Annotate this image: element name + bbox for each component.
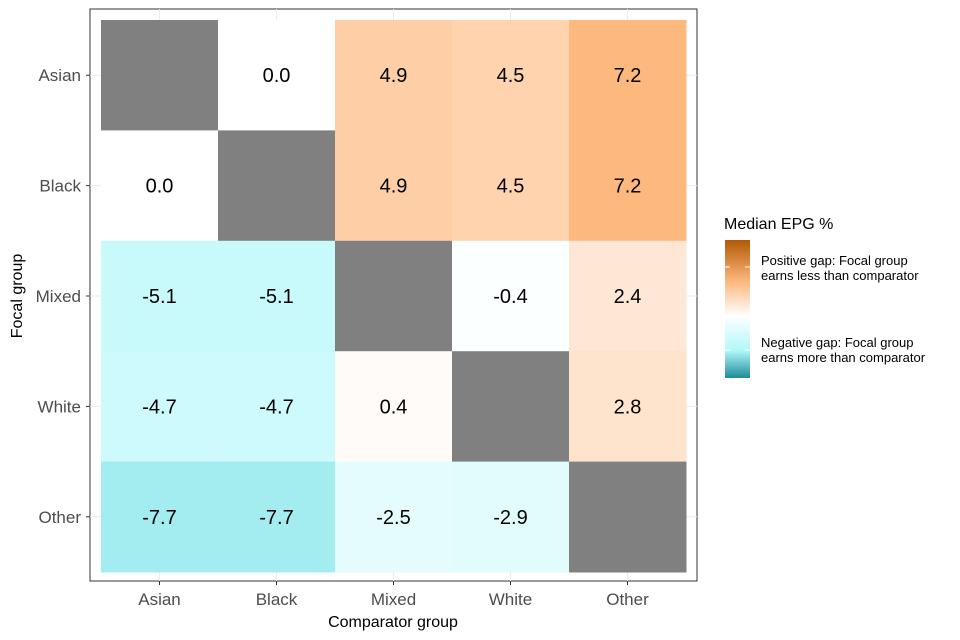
cell-value-label: 7.2 — [614, 176, 642, 198]
y-axis-title: Focal group — [9, 254, 26, 339]
x-tick-label: Mixed — [371, 590, 416, 609]
heatmap-cell — [218, 240, 336, 352]
legend-negative-label-line2: earns more than comparator — [761, 350, 926, 365]
heatmap-cell — [569, 240, 687, 352]
heatmap-cell — [452, 130, 570, 242]
heatmap-cell — [335, 351, 453, 463]
y-tick-label: Asian — [38, 66, 81, 85]
heatmap-cell — [452, 461, 570, 573]
cell-value-label: 4.5 — [497, 176, 525, 198]
cell-value-label: -7.7 — [142, 507, 176, 529]
heatmap-cell — [335, 240, 453, 352]
heatmap-cell — [335, 130, 453, 242]
heatmap-cell — [101, 351, 219, 463]
y-tick-label: Mixed — [36, 287, 81, 306]
cell-value-label: -0.4 — [493, 286, 527, 308]
x-tick-label: Other — [606, 590, 649, 609]
cell-value-label: 2.8 — [614, 396, 642, 418]
x-tick-label: White — [489, 590, 532, 609]
cell-value-label: 4.9 — [380, 65, 408, 87]
heatmap-cell — [335, 20, 453, 131]
legend-positive-label-line2: earns less than comparator — [761, 268, 919, 283]
cell-value-label: -4.7 — [142, 396, 176, 418]
heatmap-cell — [101, 130, 219, 242]
cell-value-label: 4.9 — [380, 176, 408, 198]
cell-value-label: -2.9 — [493, 507, 527, 529]
heatmap-cell — [452, 20, 570, 131]
cell-value-label: -4.7 — [259, 396, 293, 418]
heatmap-cell — [101, 240, 219, 352]
cell-value-label: 0.0 — [263, 65, 291, 87]
cell-value-label: -5.1 — [142, 286, 176, 308]
legend-title: Median EPG % — [724, 216, 833, 233]
heatmap-cell — [218, 130, 336, 242]
heatmap-cell — [335, 461, 453, 573]
heatmap-cell — [452, 240, 570, 352]
x-tick-label: Black — [256, 590, 298, 609]
y-tick-label: White — [38, 397, 81, 416]
heatmap-cell — [218, 461, 336, 573]
legend-colorbar — [725, 240, 750, 378]
cell-value-label: -2.5 — [376, 507, 410, 529]
heatmap-cell — [101, 461, 219, 573]
heatmap-cells — [101, 20, 687, 573]
heatmap-cell — [569, 20, 687, 131]
x-axis-title: Comparator group — [328, 614, 458, 631]
cell-value-label: 2.4 — [614, 286, 642, 308]
cell-value-label: 7.2 — [614, 65, 642, 87]
heatmap-cell — [218, 351, 336, 463]
heatmap-cell — [101, 20, 219, 131]
heatmap-cell-labels: 0.0 4.9 4.5 7.2 0.0 4.9 4.5 7.2 -5.1 -5.1 -0.4 2.4 -… — [142, 65, 641, 529]
heatmap-cell — [218, 20, 336, 131]
x-axis: Asian Black Mixed White Other — [138, 581, 649, 609]
cell-value-label: -5.1 — [259, 286, 293, 308]
x-tick-label: Asian — [138, 590, 181, 609]
y-tick-label: Other — [38, 508, 81, 527]
heatmap-cell — [569, 461, 687, 573]
heatmap-cell — [452, 351, 570, 463]
heatmap-cell — [569, 351, 687, 463]
legend: Median EPG % Positive gap: Focal group e… — [724, 216, 926, 378]
cell-value-label: 0.4 — [380, 396, 408, 418]
y-axis: Asian Black Mixed White Other — [36, 66, 90, 527]
legend-positive-label-line1: Positive gap: Focal group — [761, 253, 908, 268]
legend-negative-label-line1: Negative gap: Focal group — [761, 335, 913, 350]
cell-value-label: -7.7 — [259, 507, 293, 529]
y-tick-label: Black — [39, 177, 81, 196]
cell-value-label: 0.0 — [146, 176, 174, 198]
heatmap-cell — [569, 130, 687, 242]
cell-value-label: 4.5 — [497, 65, 525, 87]
